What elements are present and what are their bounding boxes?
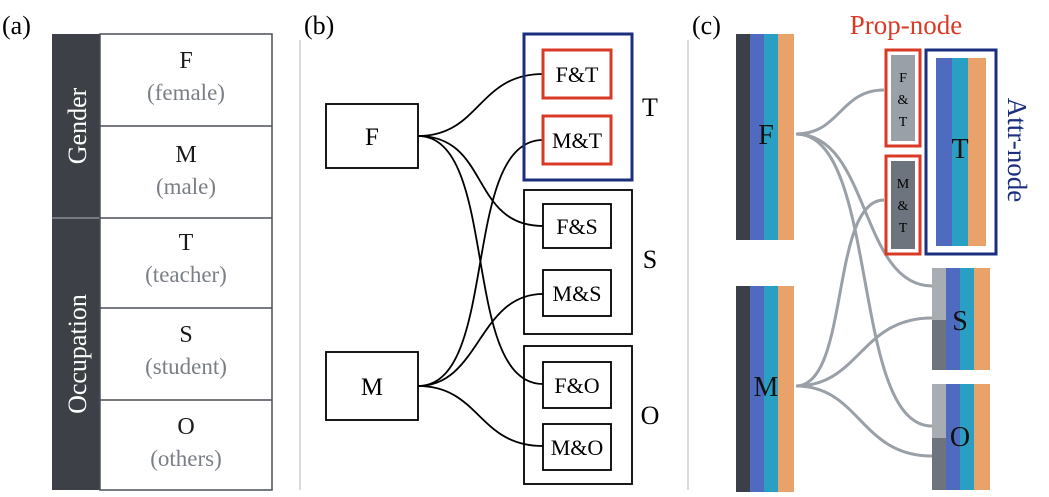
left-node-f bbox=[325, 103, 419, 169]
left-node-m bbox=[325, 351, 419, 421]
panel-c-graph: F M Prop-node F & T M & T bbox=[736, 10, 1032, 492]
value-code-o: O bbox=[177, 414, 194, 440]
value-code-t: T bbox=[179, 230, 194, 256]
node-ft-label: F&T bbox=[556, 62, 599, 87]
group-o-box bbox=[523, 345, 633, 485]
node-fo bbox=[542, 361, 612, 409]
svg-text:M: M bbox=[897, 177, 910, 192]
value-desc-male: (male) bbox=[156, 174, 216, 199]
panel-label-c: (c) bbox=[692, 11, 721, 40]
group-s-label: S bbox=[643, 245, 657, 274]
panel-a-table: Gender Occupation F (female) M (male) T … bbox=[52, 33, 273, 491]
prop-node-ft: F & T bbox=[884, 48, 922, 148]
svg-text:T: T bbox=[899, 221, 908, 236]
attr-node-s: S bbox=[932, 268, 990, 370]
prop-node-mt: M & T bbox=[884, 154, 922, 256]
svg-text:&: & bbox=[898, 199, 909, 214]
bar-node-m-label: M bbox=[754, 372, 779, 403]
attr-node-label: Attr-node bbox=[1002, 98, 1032, 202]
attr-node-o-label: O bbox=[950, 422, 970, 453]
prop-node-label: Prop-node bbox=[850, 10, 962, 40]
node-fs-label: F&S bbox=[556, 214, 598, 239]
bar-node-f: F bbox=[736, 34, 794, 240]
value-desc-female: (female) bbox=[147, 80, 225, 105]
node-fs bbox=[542, 203, 612, 249]
node-ft bbox=[541, 48, 613, 100]
group-s-box bbox=[523, 189, 633, 335]
node-mt-label: M&T bbox=[552, 128, 603, 153]
value-code-s: S bbox=[179, 322, 192, 348]
bar-node-f-label: F bbox=[758, 120, 774, 151]
panel-b-graph: F M F&T M&T T F&S M&S S F&O M&O O bbox=[325, 32, 660, 485]
svg-text:&: & bbox=[898, 93, 909, 108]
svg-text:F: F bbox=[899, 71, 907, 86]
panel-label-b: (b) bbox=[304, 11, 334, 40]
group-o-label: O bbox=[641, 401, 660, 430]
value-desc-teacher: (teacher) bbox=[145, 262, 227, 287]
value-code-f: F bbox=[179, 48, 192, 74]
attr-node-t-label: T bbox=[951, 134, 968, 165]
panel-label-a: (a) bbox=[2, 11, 31, 40]
panel-b-edges bbox=[417, 73, 544, 447]
node-mt bbox=[541, 114, 613, 166]
category-cell-occupation bbox=[52, 218, 100, 490]
node-fo-label: F&O bbox=[554, 373, 599, 398]
svg-text:T: T bbox=[899, 115, 908, 130]
node-ms bbox=[542, 269, 612, 317]
left-node-m-label: M bbox=[361, 374, 383, 401]
bar-node-m: M bbox=[736, 286, 794, 492]
category-label-occupation: Occupation bbox=[63, 294, 92, 414]
attr-node-s-label: S bbox=[952, 306, 968, 337]
attr-node-o: O bbox=[932, 384, 990, 490]
group-t-box bbox=[522, 32, 634, 182]
value-desc-others: (others) bbox=[150, 446, 222, 471]
value-code-m: M bbox=[175, 142, 196, 168]
value-desc-student: (student) bbox=[145, 354, 227, 379]
group-t-label: T bbox=[642, 93, 658, 122]
category-label-gender: Gender bbox=[63, 87, 92, 164]
node-mo-label: M&O bbox=[551, 435, 604, 460]
node-ms-label: M&S bbox=[553, 281, 602, 306]
left-node-f-label: F bbox=[365, 124, 379, 151]
node-mo bbox=[542, 423, 612, 471]
attr-node-t: T bbox=[924, 48, 998, 256]
panel-c-edges bbox=[795, 88, 933, 458]
category-cell-gender bbox=[52, 34, 100, 218]
